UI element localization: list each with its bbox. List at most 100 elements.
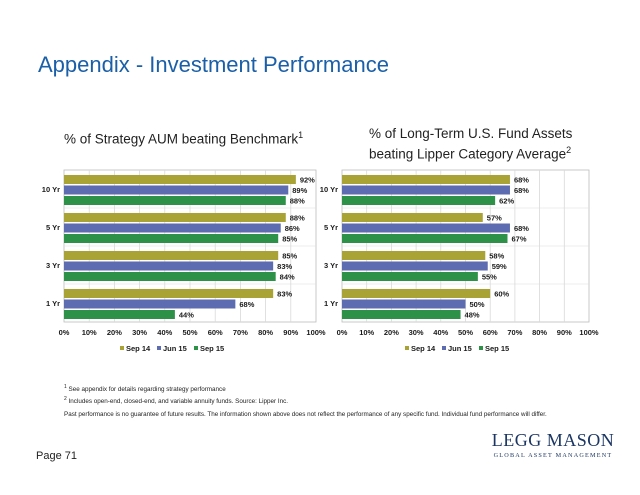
left-legend-label: Sep 14 [126, 344, 151, 353]
right-data-label: 59% [492, 262, 507, 271]
left-bar [64, 251, 279, 260]
right-chart-title: % of Long-Term U.S. Fund Assets beating … [369, 125, 572, 163]
right-x-tick-label: 20% [384, 328, 399, 337]
left-legend-swatch [194, 346, 198, 350]
left-data-label: 83% [277, 290, 292, 299]
footnote-1-marker: 1 [64, 384, 67, 390]
left-chart-title-text: % of Strategy AUM beating Benchmark [64, 131, 299, 147]
left-x-tick-label: 0% [59, 328, 70, 337]
right-bar [342, 196, 496, 205]
left-bar [64, 310, 175, 319]
left-data-label: 83% [277, 262, 292, 271]
right-data-label: 67% [511, 235, 526, 244]
left-x-tick-label: 70% [233, 328, 248, 337]
left-x-tick-label: 50% [182, 328, 197, 337]
left-x-tick-label: 10% [82, 328, 97, 337]
left-data-label: 84% [280, 273, 295, 282]
right-legend-swatch [442, 346, 446, 350]
right-bar [342, 310, 461, 319]
left-bar [64, 223, 281, 233]
logo-sub-text: GLOBAL ASSET MANAGEMENT [493, 452, 613, 459]
left-x-tick-label: 100% [306, 328, 326, 337]
right-x-tick-label: 100% [579, 328, 599, 337]
right-legend-label: Sep 15 [485, 344, 509, 353]
right-legend-label: Sep 14 [411, 344, 436, 353]
logo-main-text: LEGG MASON [491, 430, 615, 450]
right-x-tick-label: 0% [337, 328, 348, 337]
legg-mason-logo: LEGG MASON GLOBAL ASSET MANAGEMENT [488, 430, 618, 459]
right-data-label: 48% [465, 311, 480, 320]
right-bar [342, 185, 510, 195]
left-legend-swatch [157, 346, 161, 350]
right-data-label: 60% [494, 290, 509, 299]
right-category-label: 10 Yr [320, 185, 338, 194]
left-data-label: 92% [300, 176, 315, 185]
left-legend-label: Sep 15 [200, 344, 224, 353]
right-x-tick-label: 10% [359, 328, 374, 337]
right-data-label: 50% [470, 300, 485, 309]
left-bar [64, 299, 236, 309]
left-data-label: 88% [290, 214, 305, 223]
right-legend-swatch [479, 346, 483, 350]
right-data-label: 58% [489, 252, 504, 261]
right-category-label: 3 Yr [324, 261, 338, 270]
left-data-label: 89% [292, 186, 307, 195]
right-chart-title-line2: beating Lipper Category Average [369, 146, 567, 162]
right-category-label: 1 Yr [324, 299, 338, 308]
left-data-label: 85% [282, 252, 297, 261]
right-chart-title-sup: 2 [566, 145, 572, 155]
right-bar [342, 223, 510, 233]
left-bar [64, 213, 286, 222]
left-bar [64, 196, 286, 205]
footnotes: 1 See appendix for details regarding str… [64, 383, 288, 406]
left-x-tick-label: 80% [258, 328, 273, 337]
page-number: Page 71 [36, 450, 77, 462]
left-bar [64, 261, 274, 271]
right-x-tick-label: 90% [557, 328, 572, 337]
right-bar [342, 299, 466, 309]
right-legend-label: Jun 15 [448, 344, 472, 353]
right-bar [342, 261, 488, 271]
right-x-tick-label: 80% [532, 328, 547, 337]
left-chart-title-sup: 1 [298, 130, 304, 140]
left-x-tick-label: 30% [132, 328, 147, 337]
left-data-label: 85% [282, 235, 297, 244]
left-x-tick-label: 20% [107, 328, 122, 337]
left-category-label: 1 Yr [46, 299, 60, 308]
left-data-label: 88% [290, 197, 305, 206]
left-legend-label: Jun 15 [163, 344, 187, 353]
left-data-label: 44% [179, 311, 194, 320]
left-bar [64, 289, 274, 298]
right-legend-swatch [405, 346, 409, 350]
left-bar [64, 175, 296, 184]
disclaimer: Past performance is no guarantee of futu… [64, 411, 547, 418]
right-x-tick-label: 50% [458, 328, 473, 337]
left-category-label: 10 Yr [42, 185, 60, 194]
footnote-2: 2 Includes open-end, closed-end, and var… [64, 395, 288, 407]
right-chart: 0% 10% 20% 30% 40% 50% 60% 70% 80% 90% 100% 10 Yr 68… [320, 169, 599, 353]
footnote-1: 1 See appendix for details regarding str… [64, 383, 288, 395]
right-x-tick-label: 60% [483, 328, 498, 337]
left-chart: 0% 10% 20% 30% 40% 50% 60% 70% 80% 90% 100% 10 Yr 92… [42, 169, 326, 353]
right-data-label: 68% [514, 224, 529, 233]
right-bar [342, 175, 510, 184]
left-bar [64, 234, 279, 243]
right-data-label: 68% [514, 176, 529, 185]
left-data-label: 86% [285, 224, 300, 233]
left-legend-swatch [120, 346, 124, 350]
left-category-label: 3 Yr [46, 261, 60, 270]
right-bar [342, 272, 478, 281]
right-bar [342, 289, 491, 298]
right-bar [342, 213, 483, 222]
right-x-tick-label: 70% [507, 328, 522, 337]
right-data-label: 68% [514, 186, 529, 195]
left-data-label: 68% [239, 300, 254, 309]
left-x-tick-label: 40% [157, 328, 172, 337]
right-x-tick-label: 30% [409, 328, 424, 337]
right-category-label: 5 Yr [324, 223, 338, 232]
page-title: Appendix - Investment Performance [38, 52, 389, 77]
left-x-tick-label: 90% [283, 328, 298, 337]
footnote-1-text: See appendix for details regarding strat… [66, 386, 226, 394]
left-category-label: 5 Yr [46, 223, 60, 232]
